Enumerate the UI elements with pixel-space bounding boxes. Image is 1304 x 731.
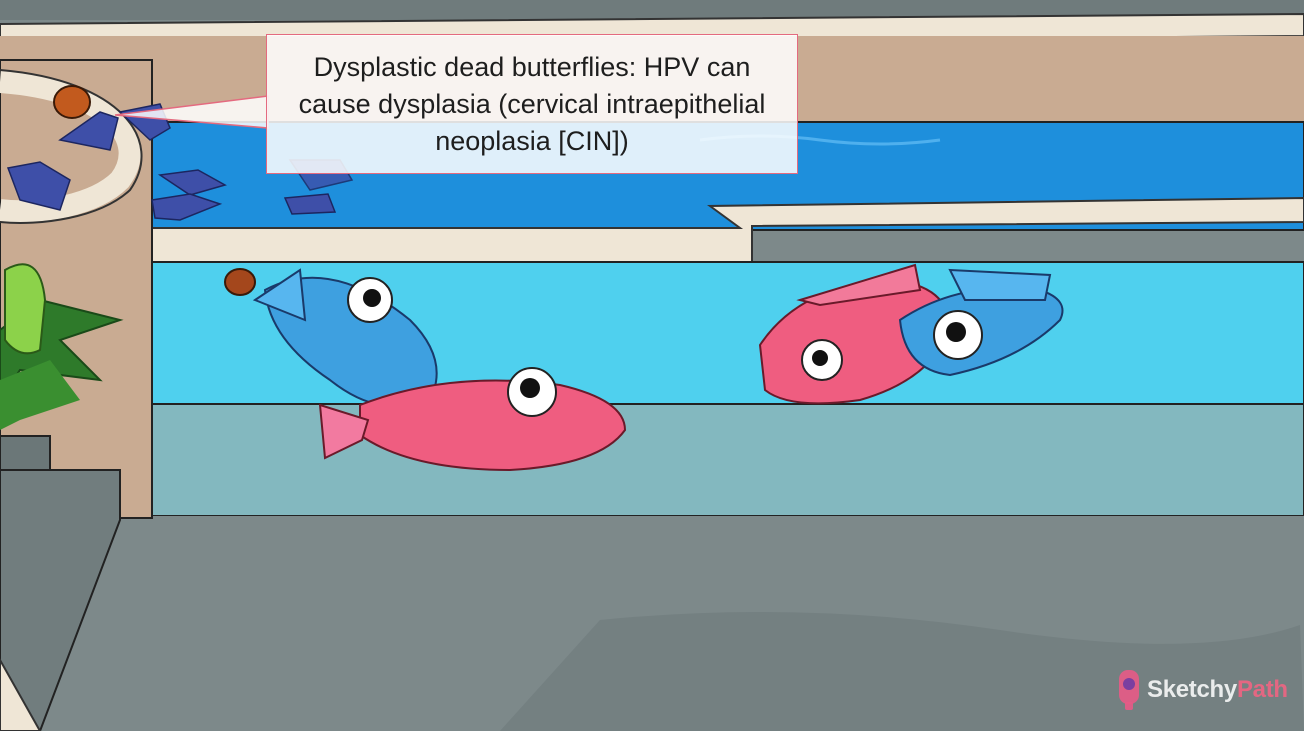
pink-fish-right xyxy=(758,263,952,405)
watermark-text-sketchy: Sketchy xyxy=(1147,676,1237,703)
blue-fish-right xyxy=(898,268,1064,377)
plant-illustration xyxy=(0,263,124,430)
annotation-callout: Dysplastic dead butterflies: HPV can cau… xyxy=(266,34,798,174)
back-wall xyxy=(0,0,1304,20)
sketchy-logo-icon xyxy=(1119,670,1139,710)
callout-text: Dysplastic dead butterflies: HPV can cau… xyxy=(298,51,766,156)
steps xyxy=(0,435,121,731)
beetle xyxy=(53,85,256,296)
sketchy-watermark: Sketchy Path xyxy=(1117,668,1288,712)
watermark-text-path: Path xyxy=(1236,676,1288,703)
pink-fish xyxy=(318,367,627,472)
